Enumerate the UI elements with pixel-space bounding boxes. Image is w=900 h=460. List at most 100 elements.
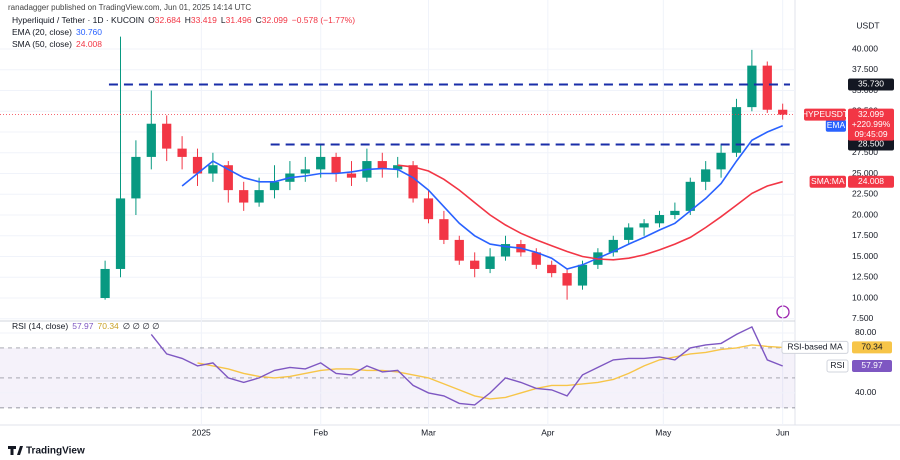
symbol-badge-text: HYPEUSDT: [802, 109, 848, 119]
candle-body: [731, 107, 742, 153]
rsi-value-badge: 57.97: [852, 359, 892, 372]
y-tick-label: 40.000: [852, 43, 878, 53]
countdown: 09:45:09: [854, 129, 887, 139]
candle-body: [485, 256, 495, 269]
ma-legend-name: SMA (50, close): [12, 39, 72, 49]
ma-legend-value: 24.008: [76, 39, 102, 49]
candle-body: [531, 252, 541, 265]
ma-value-badge: 24.008: [848, 175, 894, 188]
symbol-badge: HYPEUSDT: [802, 108, 848, 121]
candle-body: [624, 227, 634, 240]
level-badge-text: 35.730: [858, 79, 884, 89]
ohlc-value: 31.496: [226, 15, 252, 25]
ma-name-badge-text: SMA:MA: [811, 176, 845, 186]
candle-body: [608, 239, 618, 253]
x-tick-label: Apr: [541, 427, 554, 437]
candle-body: [300, 169, 310, 174]
rsi-line: [150, 325, 783, 406]
candle-body: [701, 169, 711, 182]
candle-body: [177, 148, 187, 157]
rsi-name-badge-box: [781, 340, 849, 354]
candle-body: [470, 260, 480, 269]
legend-line: RSI (14, close) 57.97 70.34 ∅ ∅ ∅ ∅: [12, 321, 160, 331]
rsi-value-badge-box: [852, 341, 892, 354]
ohlc-label: L: [221, 15, 226, 25]
candle-body: [408, 165, 418, 199]
candle-body: [716, 152, 726, 170]
level-badge-box: [848, 78, 894, 91]
symbol-badge-box: [804, 108, 846, 121]
y-tick-label: 37.500: [852, 64, 878, 74]
candle-body: [577, 264, 588, 286]
ma-name-badge-box: [809, 175, 846, 188]
last-price-box: [848, 108, 894, 141]
level-badge: 35.730: [848, 78, 894, 91]
ma-name-badge-box: [825, 119, 846, 132]
ma-name-badge-text: EMA: [827, 120, 846, 130]
ohlc-label: C: [256, 15, 262, 25]
level-badge-box: [848, 138, 894, 151]
x-tick-label: Mar: [421, 427, 436, 437]
y-tick-label: 25.000: [852, 168, 878, 178]
y-tick-label: 22.500: [852, 189, 878, 199]
candle-body: [100, 268, 110, 299]
rsi-name-badge-text: RSI-based MA: [787, 342, 843, 352]
ohlc-label: O: [148, 15, 155, 25]
candle-body: [639, 223, 649, 228]
symbol-title: Hyperliquid / Tether · 1D · KUCOIN: [12, 15, 144, 25]
candle-body: [331, 156, 341, 174]
ohlc-value: 32.684: [155, 15, 181, 25]
candle-body: [162, 123, 172, 149]
y-tick-label: 20.000: [852, 209, 878, 219]
candle-body: [670, 210, 680, 216]
rsi-value-badge: 70.34: [852, 341, 892, 354]
rsi-name-badge-text: RSI: [830, 360, 844, 370]
ma-name-badge: SMA:MA: [809, 175, 846, 188]
ma-legend-name: EMA (20, close): [12, 27, 72, 37]
ohlc-value: 33.419: [191, 15, 217, 25]
candle-body: [393, 165, 403, 170]
ohlc-label: H: [185, 15, 191, 25]
y-tick-label: 12.500: [852, 272, 878, 282]
y-tick-label: 7.500: [852, 313, 874, 323]
rsi-legend-value: 57.97: [72, 321, 94, 331]
candle-body: [316, 156, 326, 170]
ohlc-value: 32.099: [262, 15, 288, 25]
candle-body: [146, 123, 156, 157]
logo-icon: [8, 446, 23, 455]
candle-body: [762, 65, 772, 110]
x-tick-label: Feb: [313, 427, 328, 437]
candle-body: [547, 264, 557, 274]
last-price-badge: 32.099+220.99%09:45:09: [848, 108, 894, 141]
x-tick-label: Jun: [776, 427, 790, 437]
last-price: 32.099: [858, 109, 884, 119]
rsi-legend-ma: 70.34: [98, 321, 120, 331]
y-tick-label: 27.500: [852, 147, 878, 157]
legend-line: Hyperliquid / Tether · 1D · KUCOIN O32.68…: [12, 15, 355, 25]
legend-line: EMA (20, close) 30.760: [12, 27, 102, 37]
ma-line: [397, 164, 783, 261]
branding: TradingView: [26, 446, 85, 457]
change-pct: +220.99%: [852, 119, 891, 129]
y-tick-label: 80.00: [855, 327, 877, 337]
currency: USDT: [856, 20, 879, 30]
candle-body: [131, 156, 141, 199]
ma-value-badge-box: [848, 175, 894, 188]
ma-name-badge: EMA: [825, 119, 846, 132]
footer-logo: TradingView: [8, 446, 85, 457]
rsi-line: [197, 344, 783, 400]
candle-body: [254, 190, 264, 203]
rsi-name-badge: RSI: [826, 359, 849, 373]
change: −0.578 (−1.77%): [292, 15, 355, 25]
candle-body: [377, 161, 387, 170]
candle-body: [747, 65, 757, 108]
rsi-value-badge-box: [852, 359, 892, 372]
candle-body: [269, 181, 280, 191]
rsi-name-badge-box: [826, 359, 849, 373]
legend-line: SMA (50, close) 24.008: [12, 39, 102, 49]
rsi-value-badge-text: 57.97: [861, 360, 883, 370]
x-tick-label: 2025: [192, 427, 211, 437]
publisher: ranadagger published on TradingView.com,…: [8, 3, 251, 12]
y-tick-label: 10.000: [852, 292, 878, 302]
candle-body: [562, 273, 572, 286]
